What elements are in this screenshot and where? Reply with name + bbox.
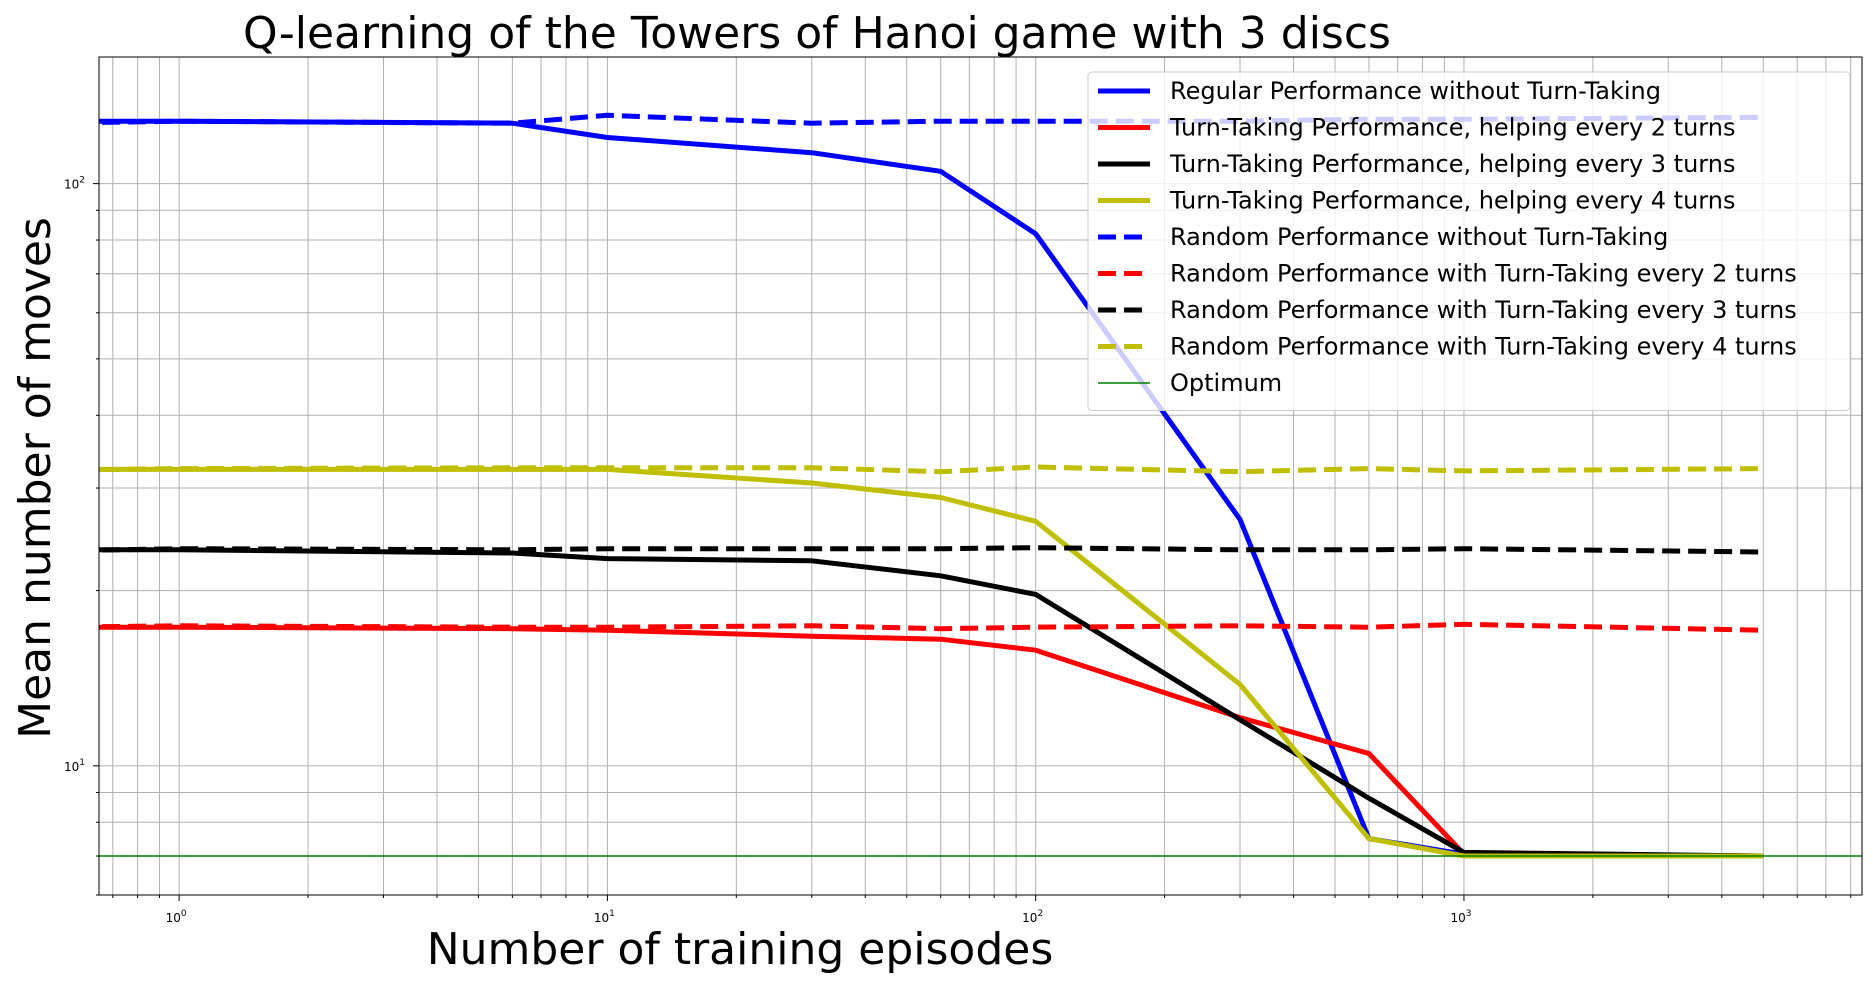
legend-label: Turn-Taking Performance, helping every 3… bbox=[1169, 150, 1735, 178]
legend-label: Regular Performance without Turn-Taking bbox=[1170, 77, 1661, 105]
legend-box bbox=[1087, 71, 1851, 411]
series-line-random-performance-with-turn-taking-every-2-turns bbox=[99, 621, 1764, 633]
series-layer bbox=[99, 112, 1862, 859]
series-line-random-performance-with-turn-taking-every-3-turns bbox=[99, 545, 1764, 555]
legend-label: Random Performance without Turn-Taking bbox=[1170, 223, 1668, 251]
legend: Regular Performance without Turn-Taking T… bbox=[1087, 71, 1851, 411]
y-axis-label: Mean number of moves bbox=[10, 217, 61, 739]
legend-label: Random Performance with Turn-Taking ever… bbox=[1170, 296, 1797, 324]
legend-label: Random Performance with Turn-Taking ever… bbox=[1170, 260, 1797, 288]
grid bbox=[99, 57, 1862, 896]
x-tick-label: 102 bbox=[1022, 909, 1043, 925]
x-tick-label: 100 bbox=[166, 909, 187, 925]
legend-label: Optimum bbox=[1170, 369, 1282, 397]
legend-label: Turn-Taking Performance, helping every 2… bbox=[1169, 114, 1735, 142]
legend-label: Turn-Taking Performance, helping every 4… bbox=[1169, 187, 1735, 215]
x-axis-label: Number of training episodes bbox=[427, 924, 1054, 975]
chart-title: Q-learning of the Towers of Hanoi game w… bbox=[243, 8, 1391, 59]
legend-label: Random Performance with Turn-Taking ever… bbox=[1170, 333, 1797, 361]
plot-frame bbox=[98, 56, 1863, 896]
y-tick-label: 101 bbox=[64, 758, 85, 774]
ticks: 100 101 102 103 101 102 bbox=[64, 176, 1852, 925]
x-tick-label: 101 bbox=[594, 909, 615, 925]
x-tick-label: 103 bbox=[1450, 909, 1471, 925]
y-tick-label: 102 bbox=[64, 176, 85, 192]
series-line-random-performance-with-turn-taking-every-4-turns bbox=[99, 464, 1764, 475]
series-line-random-performance-without-turn-taking bbox=[99, 112, 1764, 126]
